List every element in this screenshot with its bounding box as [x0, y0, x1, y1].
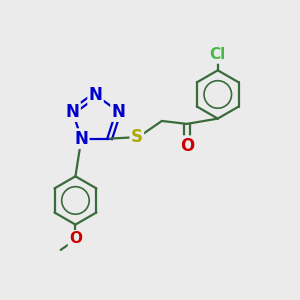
Text: O: O: [180, 137, 194, 155]
Text: N: N: [88, 86, 103, 104]
Text: S: S: [131, 128, 143, 146]
Text: Cl: Cl: [210, 47, 226, 62]
Text: N: N: [112, 103, 125, 121]
Text: N: N: [74, 130, 88, 148]
Text: O: O: [69, 231, 82, 246]
Text: N: N: [66, 103, 80, 121]
